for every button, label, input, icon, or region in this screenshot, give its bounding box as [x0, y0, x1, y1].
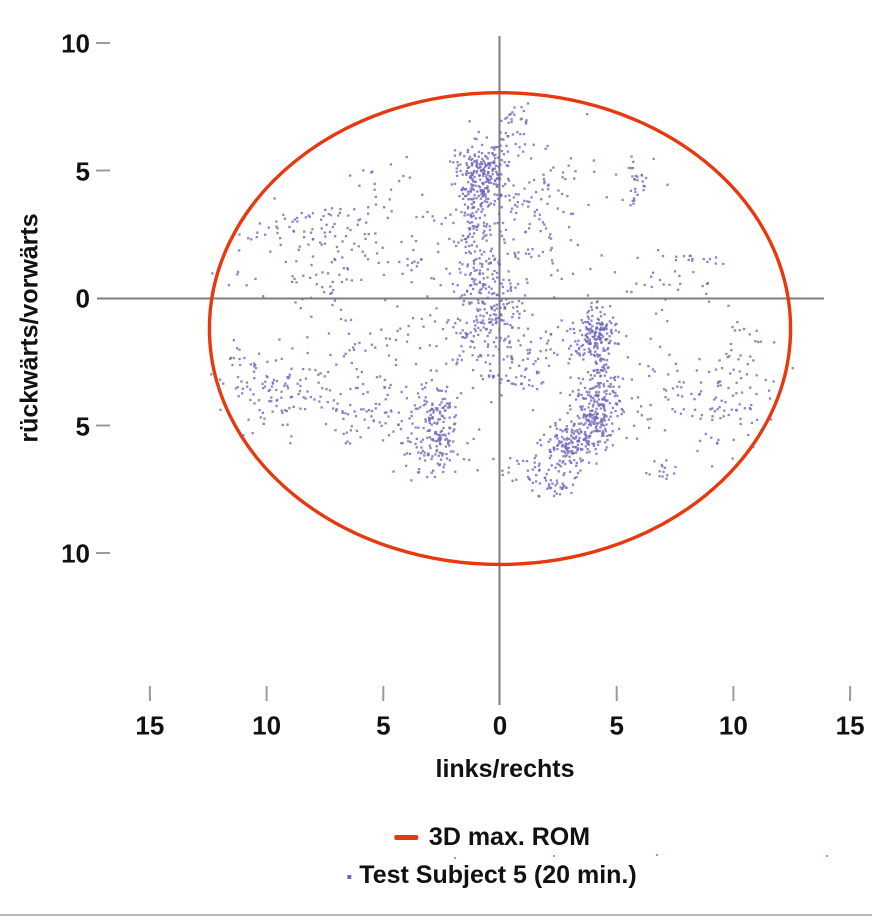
- subject-dot-swatch-icon: [347, 874, 352, 879]
- page-bottom-divider: [0, 914, 872, 916]
- y-tick-label: 5: [75, 411, 90, 441]
- rom-line-swatch-icon: [393, 835, 418, 840]
- x-tick-label: 5: [609, 710, 624, 741]
- x-tick-label: 15: [835, 710, 865, 741]
- legend-rom-label: 3D max. ROM: [428, 823, 591, 851]
- x-tick-label: 0: [492, 710, 508, 741]
- x-axis-title: links/rechts: [435, 755, 575, 783]
- x-tick-label: 10: [252, 710, 282, 741]
- y-tick-label: 10: [61, 28, 90, 59]
- y-axis-title: rückwärts/vorwärts: [15, 213, 44, 443]
- legend-item-rom: 3D max. ROM: [393, 823, 591, 852]
- y-tick-label: 10: [61, 538, 90, 569]
- legend-subject-label: Test Subject 5 (20 min.): [359, 861, 637, 889]
- y-tick-label: 5: [75, 156, 90, 186]
- legend: 3D max. ROM Test Subject 5 (20 min.): [347, 823, 637, 890]
- y-tick-label: 0: [75, 283, 90, 314]
- legend-item-subject: Test Subject 5 (20 min.): [347, 861, 637, 890]
- x-tick-label: 5: [376, 710, 391, 741]
- x-tick-label: 15: [135, 710, 165, 741]
- x-tick-label: 10: [718, 710, 748, 741]
